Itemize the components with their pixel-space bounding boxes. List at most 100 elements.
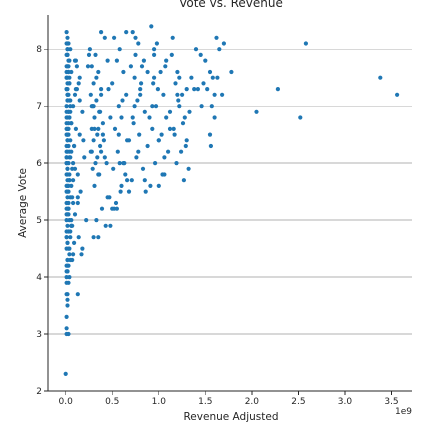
data-point (64, 115, 69, 120)
data-point (89, 149, 94, 154)
data-point (69, 218, 74, 223)
data-point (119, 115, 124, 120)
data-point (73, 87, 78, 92)
data-point (110, 81, 115, 86)
data-point (173, 81, 178, 86)
data-point (65, 212, 70, 217)
data-point (68, 155, 73, 160)
data-point (80, 109, 85, 114)
data-point (156, 183, 161, 188)
y-axis-label: Average Vote (17, 168, 29, 238)
data-point (65, 257, 70, 263)
data-point (64, 229, 69, 234)
x-tick-label: 2.5 (291, 397, 305, 407)
data-point (126, 189, 132, 194)
data-point (148, 183, 153, 188)
data-point (212, 115, 217, 120)
y-tick-label: 2 (36, 387, 42, 397)
data-point (65, 297, 70, 302)
data-point (139, 64, 145, 69)
data-point (180, 121, 186, 126)
data-point (254, 109, 259, 114)
data-point (139, 81, 144, 86)
data-point (129, 178, 134, 183)
data-point (214, 35, 219, 40)
data-point (303, 41, 308, 46)
data-point (68, 235, 73, 240)
data-point (99, 206, 105, 211)
data-point (95, 155, 100, 160)
data-point (71, 178, 76, 183)
data-point (147, 115, 152, 120)
data-point (66, 58, 71, 63)
data-point (92, 183, 97, 188)
data-point (111, 166, 116, 171)
x-tick-label: 0.5 (105, 397, 119, 407)
data-point (108, 115, 113, 120)
data-point (162, 155, 167, 160)
data-point (159, 132, 164, 137)
data-point (141, 58, 146, 63)
data-point (192, 87, 197, 92)
data-point (170, 35, 175, 40)
data-point (142, 109, 147, 114)
data-point (64, 292, 69, 297)
data-point (72, 212, 78, 217)
data-point (65, 183, 70, 188)
data-point (86, 52, 92, 58)
data-point (120, 98, 125, 103)
data-point (177, 104, 182, 109)
data-point (94, 75, 99, 80)
data-point (117, 47, 122, 52)
data-point (67, 81, 72, 86)
data-point (125, 138, 130, 143)
data-point (64, 235, 69, 240)
data-point (92, 115, 97, 120)
x-axis-label: Revenue Adjusted (183, 411, 278, 423)
data-points (63, 24, 400, 376)
data-point (73, 126, 78, 131)
data-point (132, 75, 137, 80)
data-point (175, 69, 180, 75)
data-point (133, 35, 138, 40)
data-point (73, 58, 78, 63)
data-point (105, 58, 110, 63)
data-point (110, 206, 115, 211)
data-point (81, 138, 86, 143)
data-point (75, 195, 80, 200)
data-point (174, 161, 179, 166)
data-point (142, 178, 147, 183)
data-point (106, 87, 111, 92)
data-point (64, 161, 69, 166)
data-point (153, 161, 158, 166)
data-point (66, 206, 71, 211)
data-point (183, 143, 188, 149)
data-point (153, 104, 159, 109)
x-tick-label: 3.5 (384, 397, 398, 407)
data-point (132, 104, 137, 109)
data-point (66, 121, 71, 126)
data-point (65, 138, 70, 143)
data-point (65, 52, 70, 58)
x-axis-offset-label: 1e9 (395, 407, 412, 417)
data-point (212, 92, 217, 97)
data-point (209, 104, 214, 109)
data-point (91, 138, 96, 143)
data-point (77, 75, 82, 80)
data-point (71, 161, 76, 166)
data-point (124, 29, 129, 35)
data-point (68, 104, 73, 109)
data-point (137, 132, 142, 137)
data-point (95, 132, 100, 137)
data-point (210, 75, 215, 80)
data-point (85, 64, 91, 69)
data-point (99, 149, 104, 154)
data-point (119, 183, 124, 188)
data-point (64, 280, 69, 285)
data-point (229, 69, 234, 75)
data-point (136, 41, 141, 46)
data-point (64, 326, 69, 331)
data-point (76, 235, 81, 240)
data-point (205, 87, 210, 92)
